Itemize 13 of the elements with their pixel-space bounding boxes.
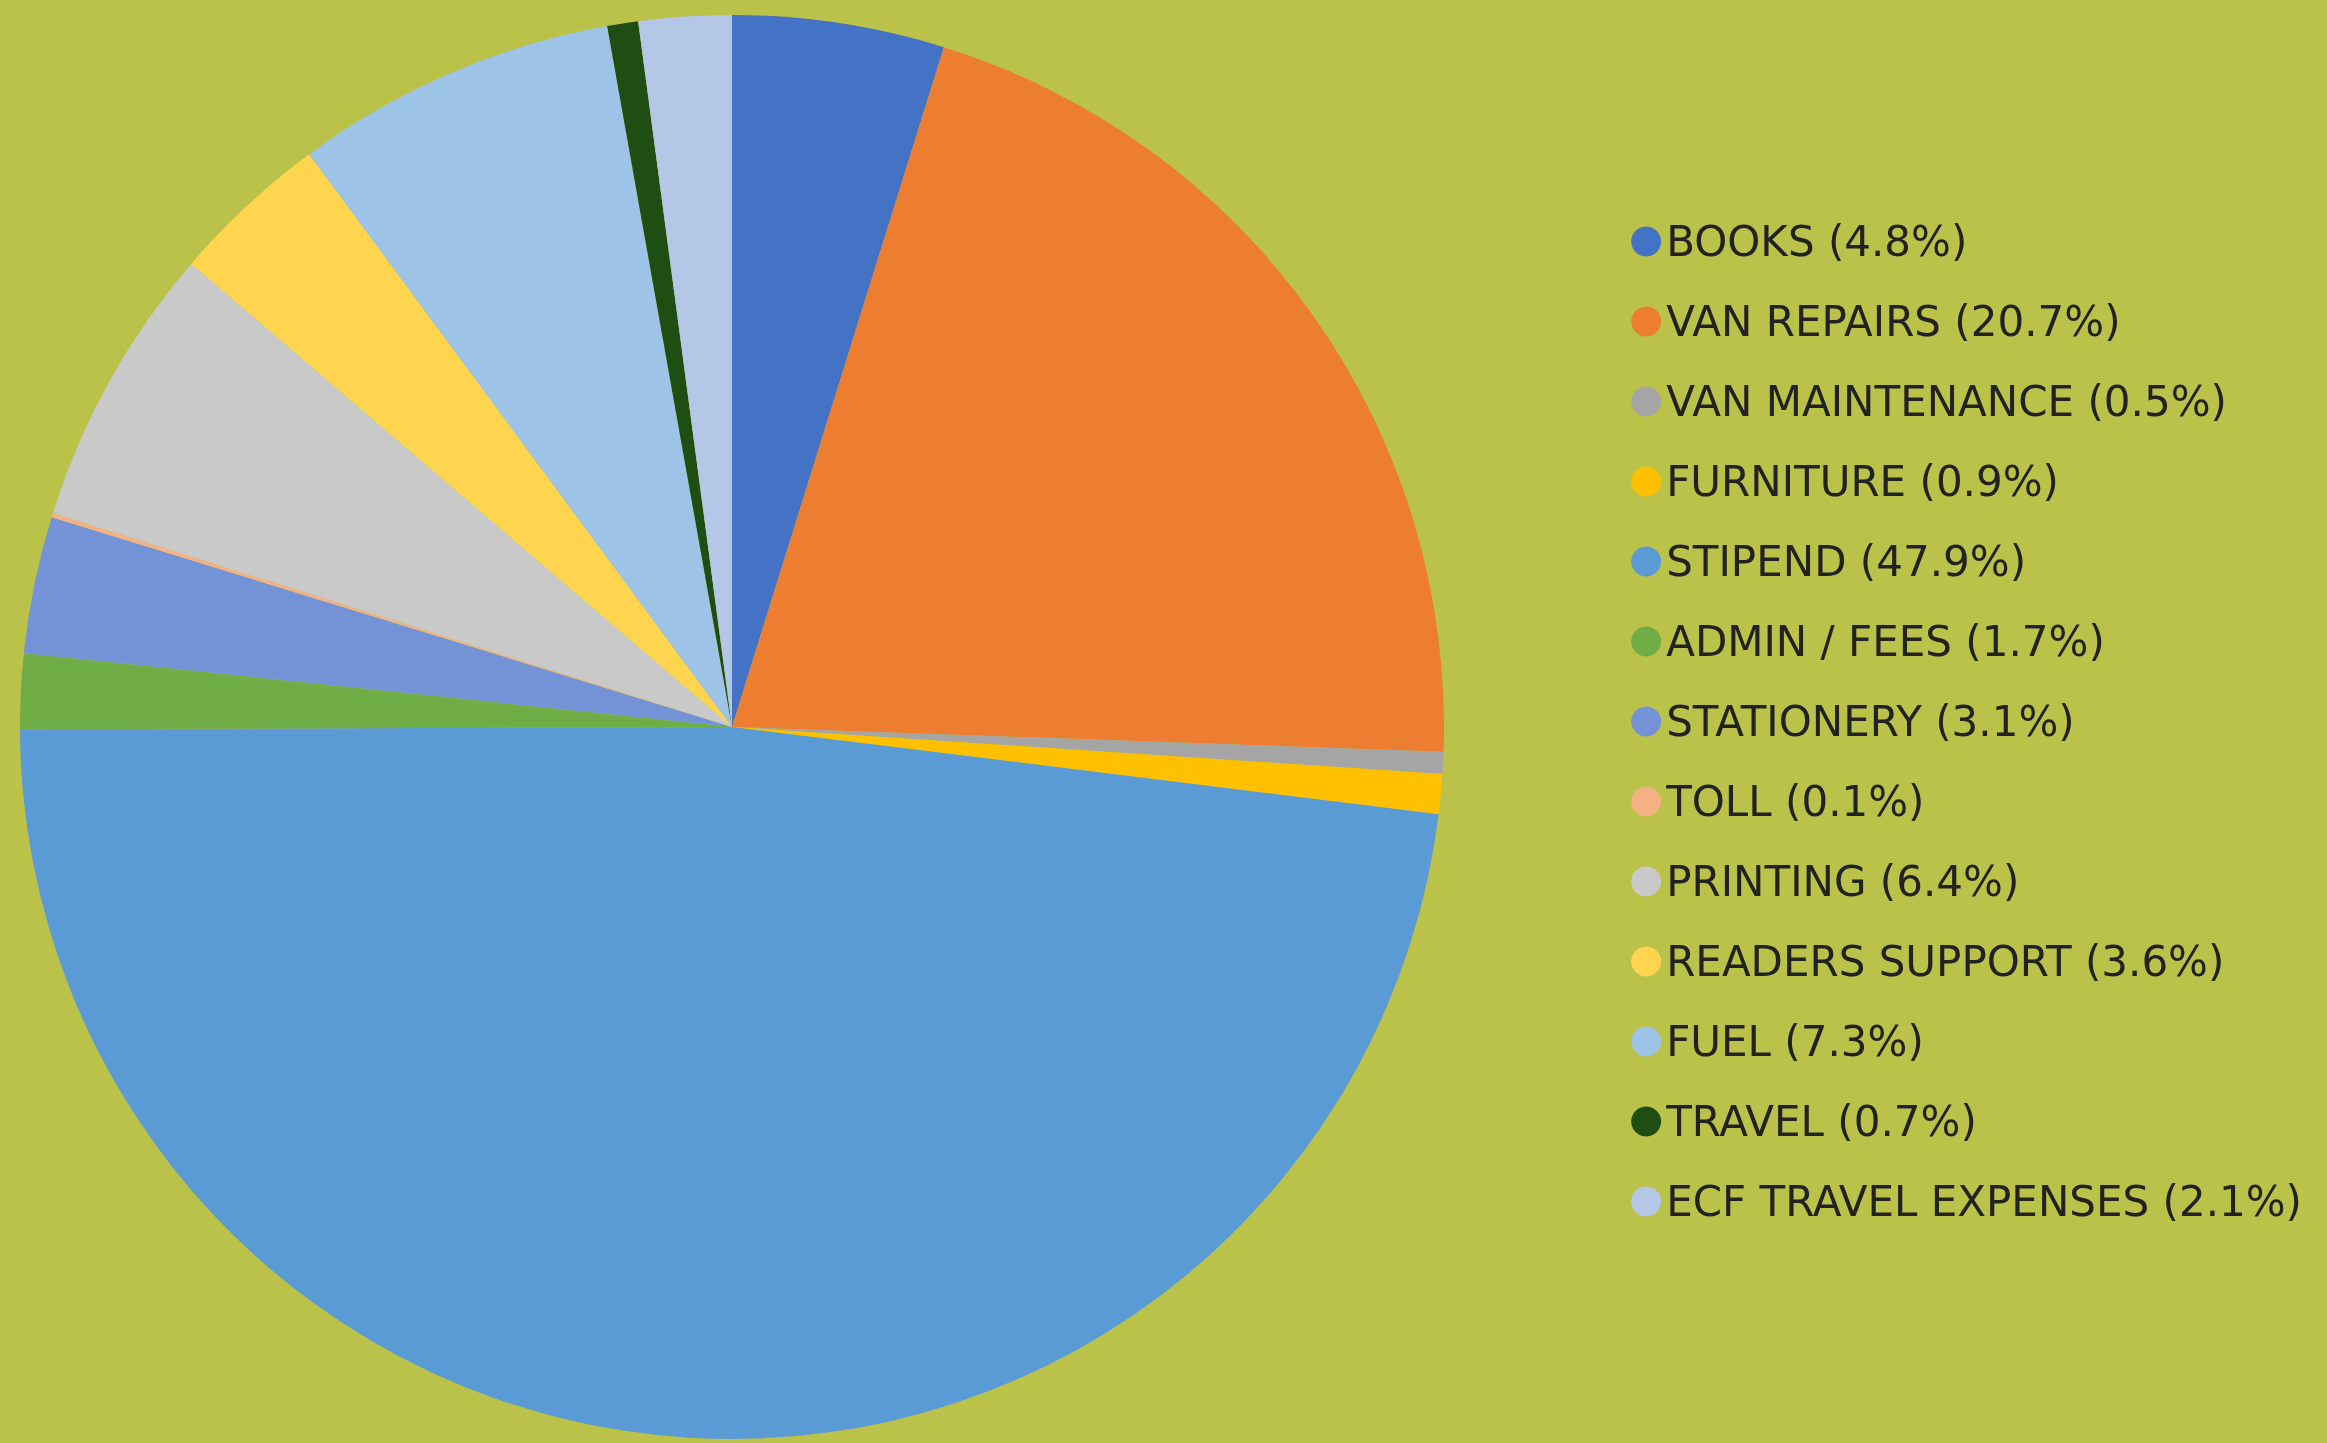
legend-label: READERS SUPPORT (3.6%) bbox=[1666, 937, 2225, 986]
legend-label: VAN REPAIRS (20.7%) bbox=[1666, 297, 2121, 346]
legend-label: ADMIN / FEES (1.7%) bbox=[1666, 617, 2105, 666]
legend-label: FUEL (7.3%) bbox=[1666, 1017, 1924, 1066]
legend-label: TOLL (0.1%) bbox=[1665, 777, 1925, 826]
legend-label: VAN MAINTENANCE (0.5%) bbox=[1666, 377, 2227, 426]
legend-label: BOOKS (4.8%) bbox=[1666, 217, 1968, 266]
legend-label: TRAVEL (0.7%) bbox=[1665, 1097, 1977, 1146]
legend-label: PRINTING (6.4%) bbox=[1666, 857, 2020, 906]
legend-label: FURNITURE (0.9%) bbox=[1666, 457, 2059, 506]
legend-label: ECF TRAVEL EXPENSES (2.1%) bbox=[1666, 1177, 2303, 1226]
legend-label: STIPEND (47.9%) bbox=[1666, 537, 2027, 586]
legend-label: STATIONERY (3.1%) bbox=[1666, 697, 2075, 746]
